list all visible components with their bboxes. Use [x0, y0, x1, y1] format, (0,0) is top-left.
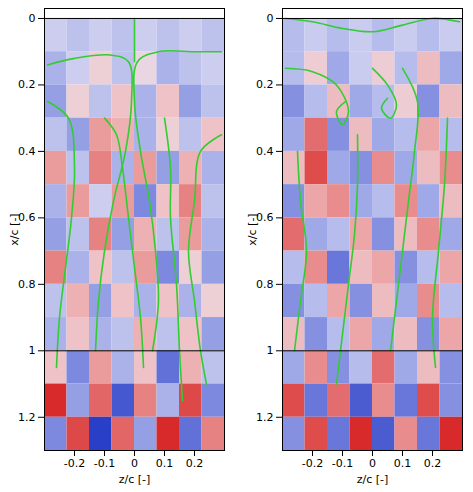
svg-text:1: 1: [267, 344, 274, 357]
svg-text:0.8: 0.8: [256, 278, 274, 291]
svg-text:0.1: 0.1: [394, 457, 412, 470]
svg-text:-0.2: -0.2: [64, 457, 85, 470]
svg-text:0.6: 0.6: [256, 211, 274, 225]
svg-text:-0.1: -0.1: [94, 457, 115, 470]
svg-text:1.2: 1.2: [256, 411, 274, 424]
svg-text:z/c [-]: z/c [-]: [357, 473, 389, 486]
svg-text:0: 0: [267, 12, 274, 25]
svg-text:x/c [-]: x/c [-]: [8, 213, 21, 245]
svg-text:0.4: 0.4: [256, 145, 274, 158]
svg-text:1.2: 1.2: [18, 411, 36, 424]
svg-text:0.2: 0.2: [256, 78, 274, 91]
svg-text:-0.2: -0.2: [302, 457, 323, 470]
svg-text:0: 0: [369, 457, 376, 470]
svg-text:0.2: 0.2: [18, 78, 36, 91]
svg-text:0: 0: [131, 457, 138, 470]
svg-text:0.8: 0.8: [18, 278, 36, 291]
svg-text:0.2: 0.2: [424, 457, 442, 470]
svg-text:-0.1: -0.1: [332, 457, 353, 470]
svg-text:0.4: 0.4: [18, 145, 36, 158]
svg-text:z/c [-]: z/c [-]: [119, 473, 151, 486]
svg-text:x/c [-]: x/c [-]: [246, 213, 259, 245]
svg-text:0.1: 0.1: [156, 457, 174, 470]
svg-text:0.6: 0.6: [18, 211, 36, 225]
svg-text:0: 0: [29, 12, 36, 25]
svg-text:1: 1: [29, 344, 36, 357]
svg-text:0.2: 0.2: [186, 457, 204, 470]
